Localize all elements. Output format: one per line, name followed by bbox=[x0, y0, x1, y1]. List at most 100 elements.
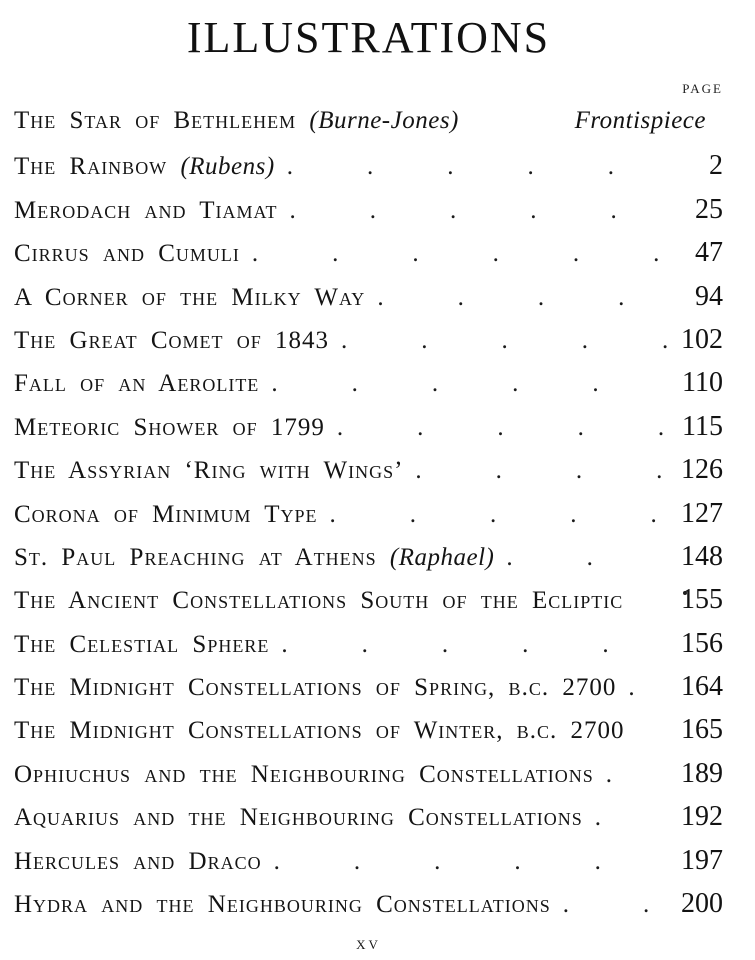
entry-page-number: 115 bbox=[682, 410, 723, 442]
toc-entry: The Assyrian ‘Ring with Wings’ ........ … bbox=[14, 454, 723, 497]
dot-leader: ........ bbox=[506, 543, 667, 571]
entry-title-text: The Celestial Sphere bbox=[14, 630, 270, 658]
entry-title: Ophiuchus and the Neighbouring Constella… bbox=[14, 761, 594, 789]
entry-title-text: The Great Comet of 1843 bbox=[14, 326, 329, 354]
entry-artist-italic: (Rubens) bbox=[180, 153, 275, 181]
dot-leader: ........ bbox=[286, 153, 667, 181]
entry-page-number: 197 bbox=[681, 844, 723, 876]
entry-title-text: The Rainbow bbox=[14, 153, 181, 181]
toc-entry: Hercules and Draco ........ 197 bbox=[14, 845, 723, 888]
entry-page-number: 200 bbox=[681, 888, 723, 920]
entry-page-number: 47 bbox=[695, 237, 723, 269]
entry-title-text: Fall of an Aerolite bbox=[14, 370, 260, 398]
entry-title: Aquarius and the Neighbouring Constellat… bbox=[14, 804, 583, 832]
entry-title-text: The Star of Bethlehem bbox=[14, 107, 310, 134]
entry-title-text: Corona of Minimum Type bbox=[14, 500, 318, 528]
folio-number: xv bbox=[356, 933, 381, 954]
entry-title: Merodach and Tiamat bbox=[14, 197, 278, 225]
entry-page-number: 127 bbox=[681, 497, 723, 529]
entry-page-number: 110 bbox=[682, 367, 723, 399]
entry-title: The Midnight Constellations of Winter, b… bbox=[14, 717, 625, 745]
entry-artist-italic: (Raphael) bbox=[389, 543, 495, 571]
entry-title: Corona of Minimum Type bbox=[14, 501, 318, 529]
entry-title-text: Hercules and Draco bbox=[14, 847, 262, 875]
dot-leader: ........ bbox=[594, 804, 667, 832]
entry-title: St. Paul Preaching at Athens (Raphael) bbox=[14, 544, 494, 572]
dot-leader: ........ bbox=[273, 847, 667, 875]
toc-entry: Meteoric Shower of 1799 ........ 115 bbox=[14, 411, 723, 454]
toc-entry: The Star of Bethlehem (Burne-Jones) Fron… bbox=[14, 107, 723, 150]
entry-page-number: 164 bbox=[681, 671, 723, 703]
toc-entry: Merodach and Tiamat ........ 25 bbox=[14, 194, 723, 237]
entry-title-text: Merodach and Tiamat bbox=[14, 196, 278, 224]
entry-page-number: 126 bbox=[681, 454, 723, 486]
entry-title: A Corner of the Milky Way bbox=[14, 284, 365, 312]
entry-title: The Ancient Constellations South of the … bbox=[14, 587, 623, 615]
entry-title-text: The Assyrian ‘Ring with Wings’ bbox=[14, 457, 404, 485]
entry-title-text: Cirrus and Cumuli bbox=[14, 240, 240, 268]
entry-title: Meteoric Shower of 1799 bbox=[14, 414, 325, 442]
dot-leader: ........ bbox=[251, 240, 667, 268]
entry-title-text: Aquarius and the Neighbouring Constellat… bbox=[14, 804, 583, 832]
toc-entry: The Rainbow (Rubens) ........ 2 bbox=[14, 150, 723, 193]
entry-title-text: Meteoric Shower of 1799 bbox=[14, 413, 325, 441]
dot-leader: ........ bbox=[594, 761, 667, 789]
dot-leader: ........ bbox=[415, 457, 667, 485]
entry-page-number: 94 bbox=[695, 280, 723, 312]
entry-page-number: Frontispiece bbox=[574, 107, 706, 134]
entry-title: The Star of Bethlehem (Burne-Jones) bbox=[14, 107, 459, 135]
entry-page-number: 165 bbox=[681, 714, 723, 746]
entry-page-number: 25 bbox=[695, 193, 723, 225]
dot-leader: ........ bbox=[281, 630, 667, 658]
entry-title: Hydra and the Neighbouring Constellation… bbox=[14, 891, 551, 919]
entry-title: The Celestial Sphere bbox=[14, 631, 269, 659]
entry-title-text: The Ancient Constellations South of the … bbox=[14, 587, 624, 615]
entry-title: Cirrus and Cumuli bbox=[14, 240, 240, 268]
toc-entry: Hydra and the Neighbouring Constellation… bbox=[14, 888, 723, 931]
page-title: ILLUSTRATIONS bbox=[186, 13, 551, 62]
dot-leader: ........ bbox=[616, 674, 667, 702]
entry-title: The Great Comet of 1843 bbox=[14, 327, 329, 355]
ink-artifact-dot bbox=[683, 591, 687, 595]
entry-artist-italic: (Burne-Jones) bbox=[309, 107, 459, 134]
toc-entry: A Corner of the Milky Way ........ 94 bbox=[14, 281, 723, 324]
entry-title: Hercules and Draco bbox=[14, 848, 262, 876]
toc-entry: Cirrus and Cumuli ........ 47 bbox=[14, 237, 723, 280]
toc-entry: Fall of an Aerolite ........ 110 bbox=[14, 367, 723, 410]
dot-leader: ........ bbox=[271, 370, 667, 398]
entry-title: The Assyrian ‘Ring with Wings’ bbox=[14, 457, 403, 485]
toc-entry: The Ancient Constellations South of the … bbox=[14, 584, 723, 627]
entry-title-text: The Midnight Constellations of Winter, b… bbox=[14, 717, 625, 745]
entry-title: Fall of an Aerolite bbox=[14, 370, 259, 398]
entry-title-text: Ophiuchus and the Neighbouring Constella… bbox=[14, 760, 594, 788]
toc-entry: The Great Comet of 1843 ........ 102 bbox=[14, 324, 723, 367]
entry-title-text: A Corner of the Milky Way bbox=[14, 283, 366, 311]
entry-page-number: 192 bbox=[681, 801, 723, 833]
dot-leader: ........ bbox=[336, 413, 667, 441]
dot-leader: ........ bbox=[329, 500, 668, 528]
page-column-header: PAGE bbox=[682, 81, 723, 96]
illustrations-list: The Star of Bethlehem (Burne-Jones) Fron… bbox=[14, 107, 723, 931]
entry-page-number: 155 bbox=[681, 584, 723, 616]
entry-page-number: 2 bbox=[709, 150, 723, 182]
toc-entry: The Midnight Constellations of Winter, b… bbox=[14, 714, 723, 757]
entry-page-number: 156 bbox=[681, 627, 723, 659]
toc-entry: Ophiuchus and the Neighbouring Constella… bbox=[14, 758, 723, 801]
toc-entry: The Midnight Constellations of Spring, b… bbox=[14, 671, 723, 714]
book-page: ILLUSTRATIONS PAGE The Star of Bethlehem… bbox=[0, 12, 755, 954]
entry-title: The Rainbow (Rubens) bbox=[14, 153, 275, 181]
dot-leader: ........ bbox=[562, 891, 667, 919]
toc-entry: The Celestial Sphere ........ 156 bbox=[14, 628, 723, 671]
entry-title-text: St. Paul Preaching at Athens bbox=[14, 543, 390, 571]
toc-entry: Corona of Minimum Type ........ 127 bbox=[14, 498, 723, 541]
toc-entry: St. Paul Preaching at Athens (Raphael) .… bbox=[14, 541, 723, 584]
entry-page-number: 148 bbox=[681, 540, 723, 572]
entry-page-number: 189 bbox=[681, 757, 723, 789]
toc-entry: Aquarius and the Neighbouring Constellat… bbox=[14, 801, 723, 844]
dot-leader: ........ bbox=[341, 326, 667, 354]
dot-leader: ........ bbox=[377, 283, 667, 311]
entry-title-text: The Midnight Constellations of Spring, b… bbox=[14, 674, 617, 702]
entry-title: The Midnight Constellations of Spring, b… bbox=[14, 674, 616, 702]
dot-leader: ........ bbox=[289, 196, 667, 224]
entry-page-number: 102 bbox=[681, 323, 723, 355]
